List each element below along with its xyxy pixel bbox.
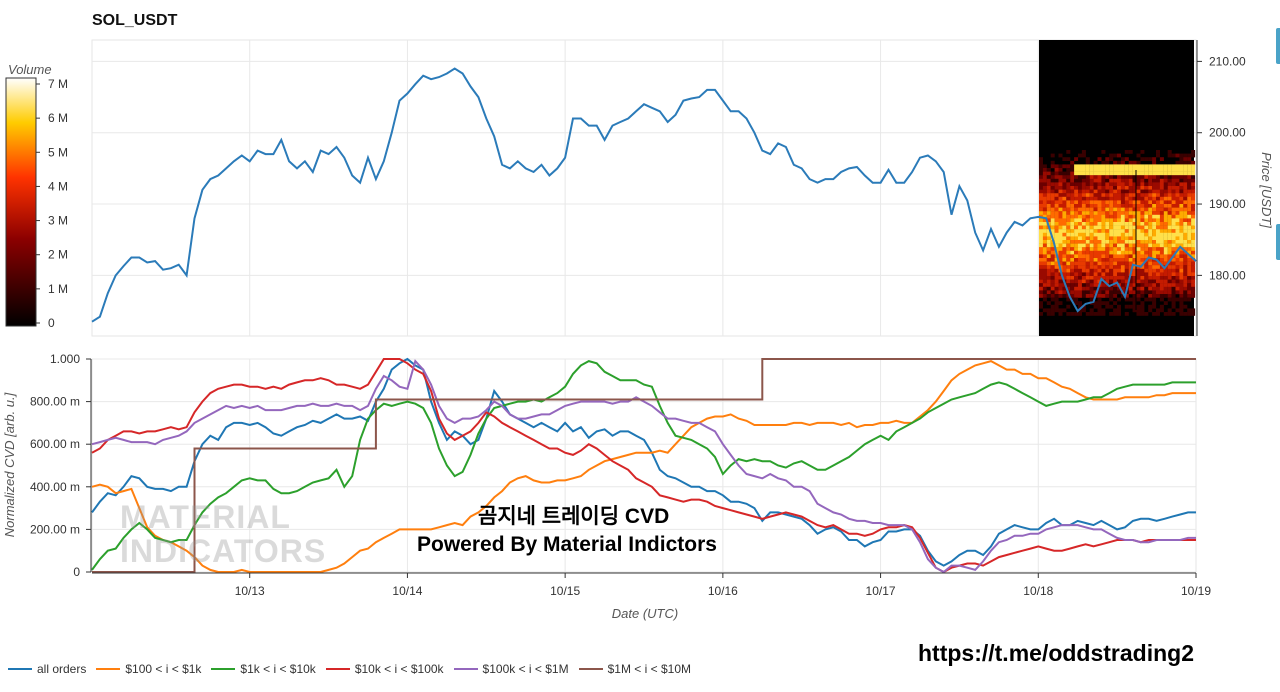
material-indicators-watermark: MATERIAL INDICATORS (120, 500, 326, 568)
cvd-xtick-label: 10/16 (708, 584, 738, 598)
legend-label: all orders (37, 662, 87, 676)
cvd-ytick-label: 200.00 m (30, 522, 80, 536)
cvd-series-line (91, 357, 1196, 567)
price-axis-label: Price [USDT] (1259, 152, 1274, 228)
legend: all orders $100 < i < $1k $1k < i < $10k $1… (8, 662, 691, 676)
cvd-ytick-label: 800.00 m (30, 395, 80, 409)
price-line (91, 67, 1197, 323)
overlay-title: 곰지네 트레이딩 CVD (478, 505, 670, 528)
price-ytick-label: 190.00 (1209, 197, 1246, 211)
price-ytick-label: 180.00 (1209, 268, 1246, 282)
cvd-xtick-label: 10/19 (1181, 584, 1211, 598)
legend-label: $100k < i < $1M (482, 662, 569, 676)
cvd-ytick-label: 600.00 m (30, 437, 80, 451)
cvd-yaxis-label: Normalized CVD [arb. u.] (2, 392, 17, 537)
cvd-xtick-label: 10/13 (235, 584, 265, 598)
volume-tick-label: 7 M (48, 77, 68, 91)
cvd-series-line (91, 358, 1196, 574)
volume-tick-label: 4 M (48, 179, 68, 193)
volume-tick-label: 6 M (48, 111, 68, 125)
volume-tick-label: 2 M (48, 248, 68, 262)
watermark-line-2: INDICATORS (120, 533, 327, 569)
legend-item[interactable]: all orders (8, 662, 86, 676)
edge-tab-bottom[interactable] (1276, 224, 1280, 260)
legend-item[interactable]: $100 < i < $1k (96, 662, 201, 676)
volume-tick-label: 5 M (48, 145, 68, 159)
legend-item[interactable]: $1k < i < $10k (211, 662, 316, 676)
legend-swatch (453, 668, 478, 670)
legend-swatch (211, 668, 236, 670)
overlay-subtitle: Powered By Material Indictors (417, 533, 717, 556)
price-ytick-label: 210.00 (1209, 54, 1246, 68)
cvd-xtick-label: 10/15 (550, 584, 580, 598)
cvd-series-line (91, 360, 1196, 571)
volume-heatmap (1039, 40, 1196, 336)
cvd-series-line (91, 360, 1196, 573)
legend-label: $1k < i < $10k (240, 662, 316, 676)
cvd-chart: 0 200.00 m 400.00 m 600.00 m 800.00 m 1.000 1… (2, 352, 1211, 621)
volume-tick-label: 1 M (48, 282, 68, 296)
cvd-series-line (91, 359, 1196, 574)
cvd-ytick-label: 1.000 (50, 352, 80, 366)
legend-label: $100 < i < $1k (125, 662, 202, 676)
legend-swatch (8, 668, 32, 670)
legend-swatch (96, 668, 121, 670)
legend-label: $1M < i < $10M (607, 662, 691, 676)
volume-colorbar: Volume 7 M 6 M 5 M 4 M 3 M 2 M 1 M 0 (5, 62, 68, 330)
legend-label: $10k < i < $100k (354, 662, 444, 676)
legend-swatch (325, 668, 350, 670)
legend-item[interactable]: $10k < i < $100k (325, 662, 444, 676)
cvd-ytick-label: 400.00 m (30, 480, 80, 494)
cvd-xtick-label: 10/14 (392, 584, 422, 598)
volume-colorbar-label: Volume (8, 62, 52, 77)
cvd-xtick-label: 10/18 (1023, 584, 1053, 598)
price-chart: Volume 7 M 6 M 5 M 4 M 3 M 2 M 1 M 0 180.00 190.… (5, 39, 1274, 337)
legend-item[interactable]: $100k < i < $1M (453, 662, 569, 676)
volume-tick-label: 3 M (48, 214, 68, 228)
edge-tab-top[interactable] (1276, 28, 1280, 64)
legend-item[interactable]: $1M < i < $10M (578, 662, 691, 676)
cvd-xaxis-label: Date (UTC) (612, 606, 678, 621)
cvd-xtick-label: 10/17 (866, 584, 896, 598)
volume-tick-label: 0 (48, 316, 55, 330)
watermark-line-1: MATERIAL (120, 499, 291, 535)
legend-swatch (578, 668, 603, 670)
telegram-link[interactable]: https://t.me/oddstrading2 (918, 640, 1194, 666)
cvd-series-line (92, 358, 1196, 573)
price-ytick-label: 200.00 (1209, 126, 1246, 140)
chart-title: SOL_USDT (92, 12, 178, 29)
cvd-ytick-label: 0 (73, 565, 80, 579)
